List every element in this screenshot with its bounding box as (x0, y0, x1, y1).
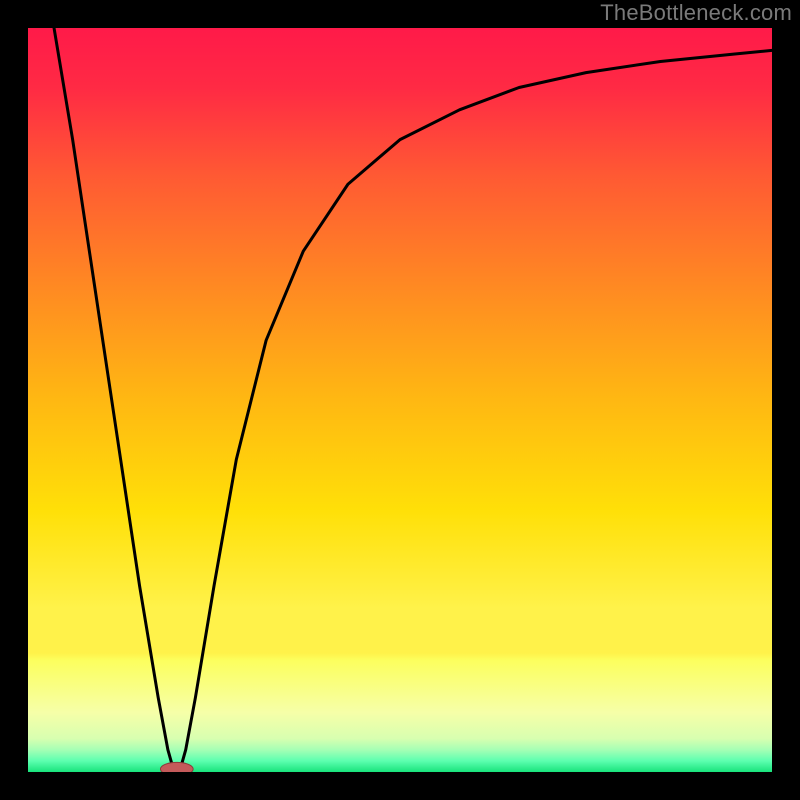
plot-area (28, 28, 772, 772)
attribution-label: TheBottleneck.com (600, 0, 792, 26)
minimum-marker (160, 762, 193, 772)
chart-frame: TheBottleneck.com (0, 0, 800, 800)
plot-svg (28, 28, 772, 772)
